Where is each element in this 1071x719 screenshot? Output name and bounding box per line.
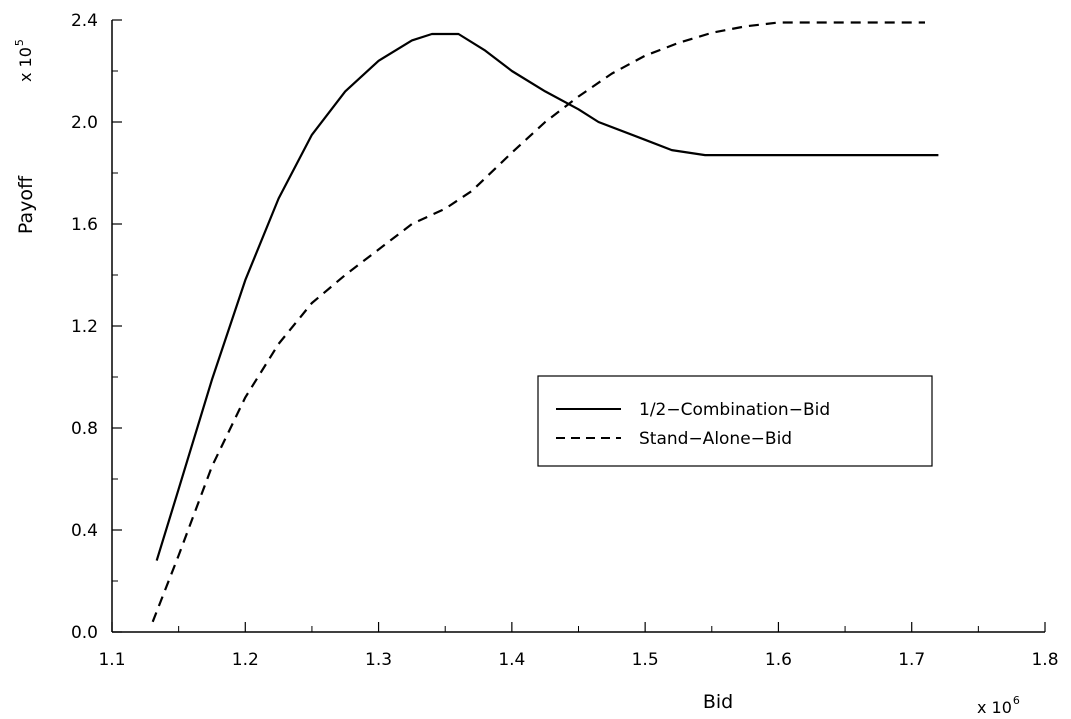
x-tick-label: 1.6	[765, 650, 792, 670]
x-tick-label: 1.2	[232, 650, 259, 670]
y-tick-label: 1.2	[71, 317, 98, 337]
y-tick-label: 0.0	[71, 623, 98, 643]
series-line-stand-alone-bid	[151, 21, 925, 623]
legend-label-stand-alone: Stand−Alone−Bid	[639, 429, 792, 449]
y-axis-title: Payoff	[15, 175, 37, 234]
x-axis-title: Bid	[703, 691, 733, 713]
series-layer	[151, 21, 939, 623]
y-scale-exponent: 5	[13, 39, 26, 46]
x-tick-label: 1.7	[898, 650, 925, 670]
y-tick-label: 0.4	[71, 521, 98, 541]
legend-box	[537, 375, 933, 467]
series-line-combination-bid	[155, 32, 939, 561]
x-scale-multiplier: x 106	[977, 694, 1020, 717]
legend-label-combination: 1/2−Combination−Bid	[639, 400, 830, 420]
y-tick-label: 2.4	[71, 11, 98, 31]
x-scale-exponent: 6	[1013, 694, 1020, 707]
y-tick-label: 1.6	[71, 215, 98, 235]
axis-ticks: 1.1 1.2 1.3 1.4 1.5 1.6 1.7 1.8 0.0 0.4 0.8 1.2 1.6 2…	[71, 11, 1059, 670]
y-tick-label: 2.0	[71, 113, 98, 133]
x-tick-label: 1.5	[632, 650, 659, 670]
y-tick-label: 0.8	[71, 419, 98, 439]
x-tick-label: 1.1	[98, 650, 125, 670]
x-tick-label: 1.3	[365, 650, 392, 670]
x-scale-base: x 10	[977, 698, 1012, 717]
legend: 1/2−Combination−Bid Stand−Alone−Bid	[537, 375, 933, 467]
x-tick-label: 1.4	[498, 650, 525, 670]
svg-text:x 106: x 106	[977, 694, 1020, 717]
y-scale-base: x 10	[16, 47, 35, 82]
x-tick-label: 1.8	[1031, 650, 1058, 670]
y-scale-multiplier: x 105	[13, 39, 35, 82]
svg-text:x 105: x 105	[13, 39, 35, 82]
